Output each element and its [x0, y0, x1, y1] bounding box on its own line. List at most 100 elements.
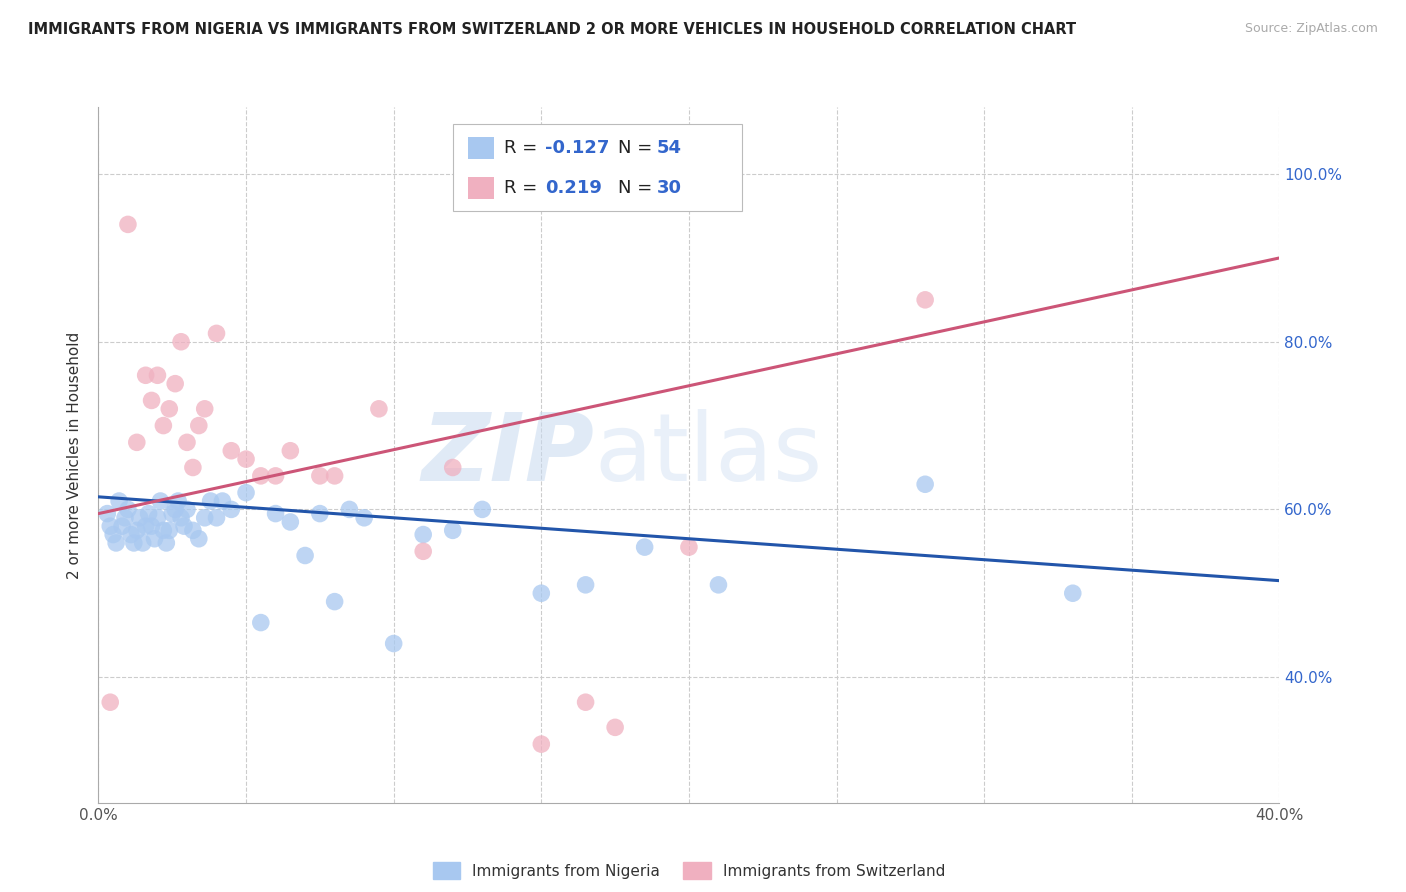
- Point: [339, 502, 360, 516]
- Point: [914, 293, 936, 307]
- Text: atlas: atlas: [595, 409, 823, 501]
- Point: [170, 334, 193, 349]
- Point: [219, 502, 242, 516]
- Point: [353, 510, 375, 524]
- Point: [211, 494, 233, 508]
- Point: [323, 468, 346, 483]
- Point: [173, 519, 195, 533]
- Point: [117, 218, 139, 232]
- Point: [167, 494, 190, 508]
- Point: [471, 502, 494, 516]
- Point: [264, 468, 287, 483]
- Point: [382, 636, 405, 650]
- Point: [108, 494, 131, 508]
- Point: [138, 507, 160, 521]
- Point: [914, 477, 936, 491]
- Text: IMMIGRANTS FROM NIGERIA VS IMMIGRANTS FROM SWITZERLAND 2 OR MORE VEHICLES IN HOU: IMMIGRANTS FROM NIGERIA VS IMMIGRANTS FR…: [28, 22, 1076, 37]
- Point: [187, 532, 209, 546]
- Text: -0.127: -0.127: [546, 139, 609, 157]
- Point: [135, 368, 157, 383]
- Point: [194, 401, 217, 416]
- Point: [441, 524, 464, 538]
- Point: [176, 502, 198, 516]
- Point: [98, 695, 121, 709]
- Point: [205, 326, 228, 341]
- FancyBboxPatch shape: [468, 177, 494, 199]
- Point: [157, 524, 180, 538]
- Point: [114, 510, 136, 524]
- Point: [98, 519, 121, 533]
- Point: [105, 536, 128, 550]
- Point: [146, 368, 169, 383]
- Point: [309, 468, 332, 483]
- Text: ZIP: ZIP: [422, 409, 595, 501]
- Point: [141, 393, 163, 408]
- Point: [707, 578, 730, 592]
- Text: 30: 30: [657, 179, 682, 197]
- Text: R =: R =: [503, 179, 543, 197]
- Point: [323, 594, 346, 608]
- Point: [165, 376, 187, 391]
- Point: [187, 418, 209, 433]
- Point: [250, 468, 273, 483]
- Point: [633, 540, 655, 554]
- Point: [176, 435, 198, 450]
- Point: [181, 524, 204, 538]
- Point: [530, 737, 553, 751]
- Legend: Immigrants from Nigeria, Immigrants from Switzerland: Immigrants from Nigeria, Immigrants from…: [426, 855, 952, 886]
- FancyBboxPatch shape: [453, 124, 742, 211]
- Text: Source: ZipAtlas.com: Source: ZipAtlas.com: [1244, 22, 1378, 36]
- Point: [152, 524, 174, 538]
- Point: [157, 401, 180, 416]
- Point: [219, 443, 242, 458]
- Point: [368, 401, 391, 416]
- Point: [162, 507, 183, 521]
- Point: [278, 443, 302, 458]
- Point: [294, 549, 316, 563]
- Point: [235, 485, 257, 500]
- Point: [122, 536, 145, 550]
- Point: [250, 615, 273, 630]
- Text: R =: R =: [503, 139, 543, 157]
- Point: [574, 578, 596, 592]
- Point: [152, 418, 174, 433]
- Point: [1062, 586, 1084, 600]
- Point: [103, 527, 125, 541]
- Point: [117, 502, 139, 516]
- Point: [194, 510, 217, 524]
- Point: [135, 519, 157, 533]
- Point: [125, 435, 148, 450]
- Point: [155, 536, 177, 550]
- Point: [96, 507, 118, 521]
- Point: [141, 519, 163, 533]
- Point: [125, 524, 148, 538]
- Point: [165, 502, 187, 516]
- Point: [200, 494, 222, 508]
- Text: N =: N =: [619, 139, 658, 157]
- Point: [120, 527, 142, 541]
- Point: [412, 527, 434, 541]
- Point: [181, 460, 204, 475]
- Point: [278, 515, 302, 529]
- Point: [149, 494, 172, 508]
- Point: [574, 695, 596, 709]
- Point: [128, 510, 150, 524]
- Text: 0.219: 0.219: [546, 179, 602, 197]
- Text: N =: N =: [619, 179, 658, 197]
- Point: [309, 507, 332, 521]
- Point: [146, 510, 169, 524]
- FancyBboxPatch shape: [468, 136, 494, 159]
- Point: [170, 510, 193, 524]
- Point: [132, 536, 155, 550]
- Point: [111, 519, 134, 533]
- Point: [441, 460, 464, 475]
- Text: 54: 54: [657, 139, 682, 157]
- Point: [235, 452, 257, 467]
- Point: [530, 586, 553, 600]
- Point: [264, 507, 287, 521]
- Point: [605, 720, 627, 734]
- Point: [143, 532, 166, 546]
- Y-axis label: 2 or more Vehicles in Household: 2 or more Vehicles in Household: [67, 331, 83, 579]
- Point: [412, 544, 434, 558]
- Point: [678, 540, 700, 554]
